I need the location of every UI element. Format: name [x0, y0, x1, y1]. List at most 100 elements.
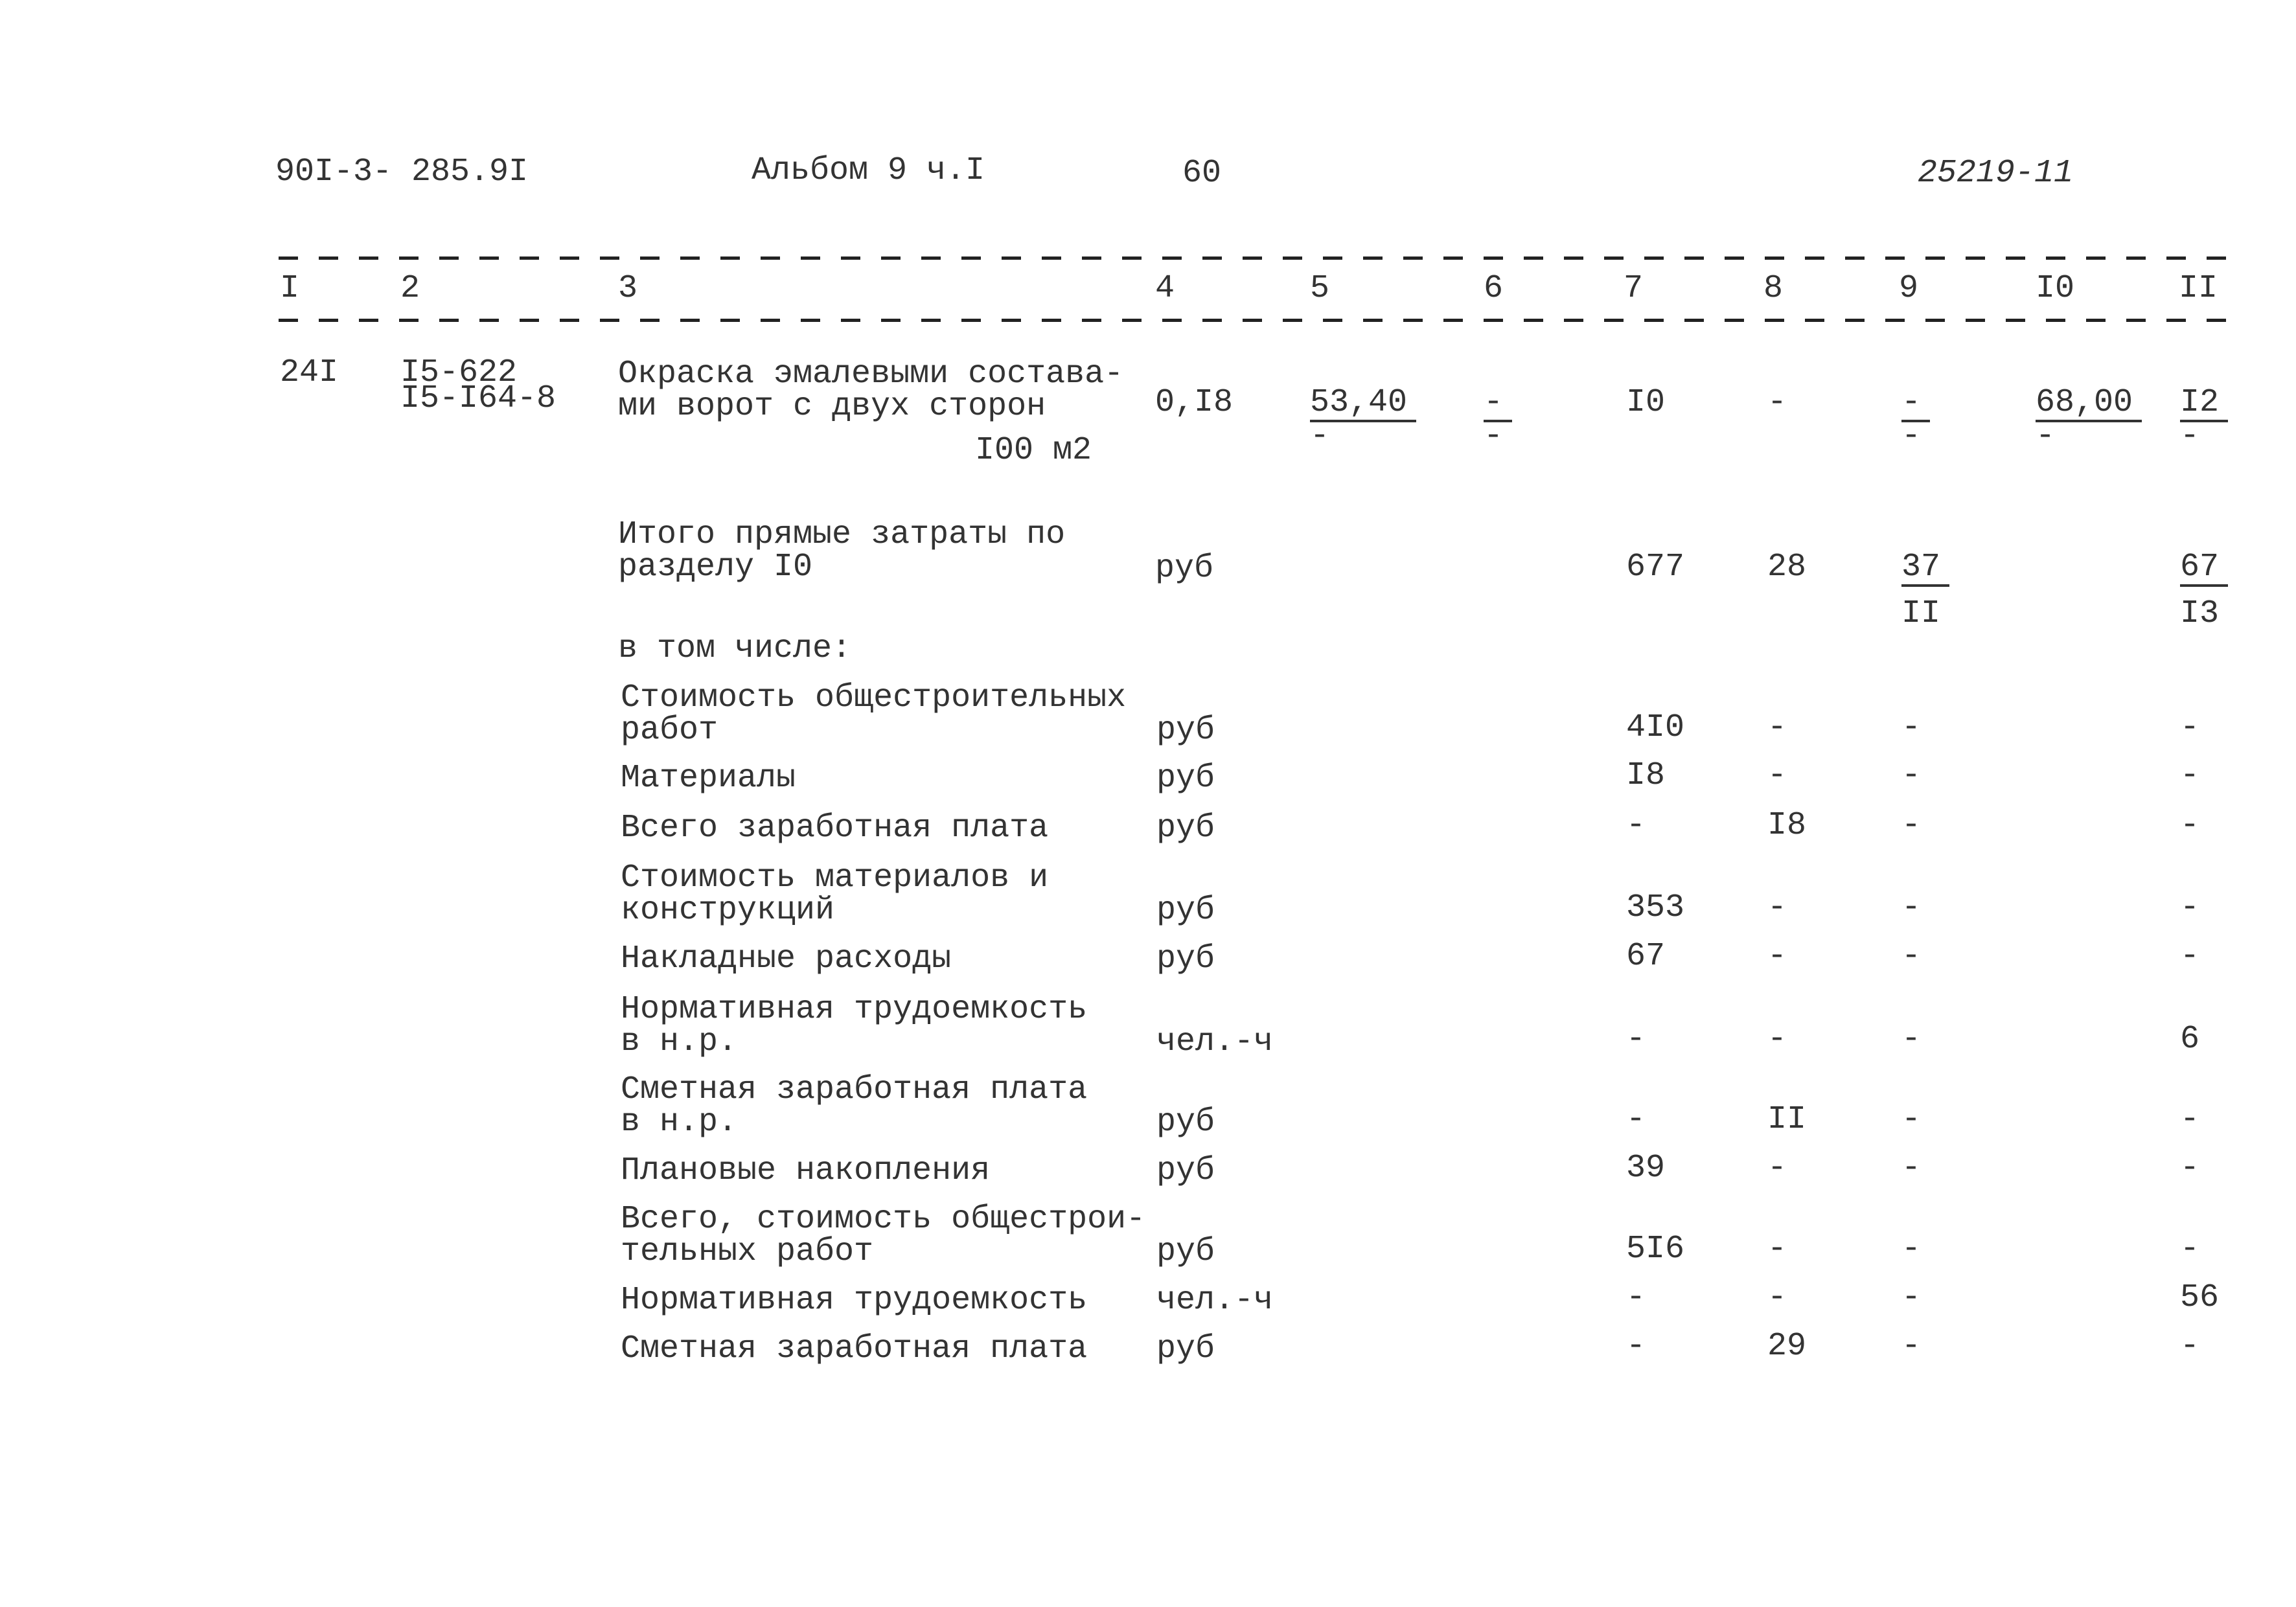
item-c6-bottom: - — [1484, 418, 1504, 455]
column-number: 5 — [1310, 270, 1330, 307]
row-label: Материалы — [621, 760, 796, 797]
row-c7: 67 — [1626, 938, 1666, 975]
item-description: ми ворот с двух сторон — [618, 388, 1046, 425]
row-c8: - — [1767, 757, 1787, 794]
row-c7: 39 — [1626, 1150, 1666, 1187]
row-c7: 5I6 — [1626, 1231, 1685, 1268]
row-label: тельных работ — [621, 1233, 874, 1270]
row-c9: - — [1901, 938, 1922, 975]
column-number: 8 — [1763, 270, 1784, 307]
item-c11-top: I2 — [2180, 386, 2229, 422]
archive-number: 25219-11 — [1918, 155, 2074, 192]
row-c9: - — [1901, 1101, 1922, 1138]
row-c11: 6 — [2180, 1021, 2200, 1058]
row-unit: руб — [1156, 1104, 1215, 1141]
row-c11: - — [2180, 1328, 2200, 1365]
row-c7: - — [1626, 1328, 1646, 1365]
item-c8: - — [1767, 384, 1787, 421]
item-unit: I00 м2 — [975, 432, 1092, 469]
column-number: I0 — [2036, 270, 2075, 307]
including-label: в том числе: — [618, 630, 852, 667]
row-c11: - — [2180, 938, 2200, 975]
item-code: I5-I64-8 — [400, 380, 557, 417]
row-c11: - — [2180, 1150, 2200, 1187]
row-label: Всего, стоимость общестрои- — [621, 1201, 1146, 1238]
row-c8: II — [1767, 1101, 1807, 1138]
column-number: II — [2179, 270, 2218, 307]
item-c5-bottom: - — [1310, 418, 1330, 455]
row-label: Стоимость общестроительных — [621, 679, 1127, 716]
row-unit: чел.-ч — [1156, 1282, 1274, 1319]
column-number: 9 — [1899, 270, 1919, 307]
row-unit: руб — [1156, 1330, 1215, 1367]
row-c7: - — [1626, 807, 1646, 844]
row-c8: I8 — [1767, 807, 1807, 844]
total-c8: 28 — [1767, 549, 1807, 586]
item-number: 24I — [280, 354, 339, 391]
album-label: Альбом 9 ч.I — [752, 152, 985, 189]
item-c9-top: - — [1901, 386, 1931, 422]
total-c9-top: 37 — [1901, 551, 1950, 587]
row-unit: руб — [1156, 760, 1215, 797]
row-c11: - — [2180, 757, 2200, 794]
row-unit: руб — [1156, 892, 1215, 929]
row-c7: - — [1626, 1101, 1646, 1138]
row-label: в н.р. — [621, 1023, 738, 1060]
row-c11: - — [2180, 709, 2200, 746]
row-unit: руб — [1156, 1233, 1215, 1270]
column-number: 4 — [1155, 270, 1175, 307]
item-c6-top: - — [1484, 386, 1513, 422]
row-c9: - — [1901, 889, 1922, 926]
row-label: Сметная заработная плата — [621, 1330, 1088, 1367]
row-c8: - — [1767, 889, 1787, 926]
total-c9-bottom: II — [1901, 595, 1941, 632]
row-c7: - — [1626, 1279, 1646, 1316]
total-unit: руб — [1155, 550, 1214, 587]
row-label: Всего заработная плата — [621, 810, 1049, 847]
row-c9: - — [1901, 1150, 1922, 1187]
row-c8: - — [1767, 938, 1787, 975]
table-header-rule — [279, 319, 2235, 322]
total-c11-top: 67 — [2180, 551, 2229, 587]
row-c11: - — [2180, 889, 2200, 926]
row-label: Нормативная трудоемкость — [621, 1282, 1088, 1319]
row-unit: руб — [1156, 940, 1215, 977]
row-c11: - — [2180, 807, 2200, 844]
row-c9: - — [1901, 1328, 1922, 1365]
row-c11: 56 — [2180, 1279, 2220, 1316]
row-c9: - — [1901, 1021, 1922, 1058]
column-number: 2 — [400, 270, 420, 307]
column-number: 3 — [618, 270, 638, 307]
row-label: Сметная заработная плата — [621, 1071, 1088, 1108]
total-label: Итого прямые затраты по — [618, 516, 1066, 553]
row-c9: - — [1901, 1231, 1922, 1268]
table-top-rule — [279, 256, 2235, 260]
row-label: Плановые накопления — [621, 1152, 991, 1189]
item-c10-bottom: - — [2036, 418, 2056, 455]
row-c8: 29 — [1767, 1328, 1807, 1365]
row-label: Накладные расходы — [621, 940, 952, 977]
row-label: работ — [621, 712, 718, 749]
row-label: конструкций — [621, 892, 835, 929]
row-c11: - — [2180, 1101, 2200, 1138]
item-description: Окраска эмалевыми состава- — [618, 356, 1124, 393]
row-c7: I8 — [1626, 757, 1666, 794]
row-c8: - — [1767, 1231, 1787, 1268]
item-code: I5-622 — [400, 354, 518, 391]
row-c7: 4I0 — [1626, 709, 1685, 746]
item-quantity: 0,I8 — [1155, 384, 1234, 421]
total-label: разделу I0 — [618, 549, 813, 586]
total-c11-bottom: I3 — [2180, 595, 2220, 632]
column-number: 6 — [1484, 270, 1504, 307]
row-label: Стоимость материалов и — [621, 860, 1049, 896]
row-c9: - — [1901, 709, 1922, 746]
row-unit: руб — [1156, 712, 1215, 749]
row-c8: - — [1767, 709, 1787, 746]
column-number: I — [280, 270, 300, 307]
doc-code: 90I-3- 285.9I — [275, 154, 529, 190]
page-number: 60 — [1182, 155, 1222, 192]
row-c8: - — [1767, 1279, 1787, 1316]
row-label: Нормативная трудоемкость — [621, 991, 1088, 1028]
row-unit: руб — [1156, 1152, 1215, 1189]
row-c7: - — [1626, 1021, 1646, 1058]
